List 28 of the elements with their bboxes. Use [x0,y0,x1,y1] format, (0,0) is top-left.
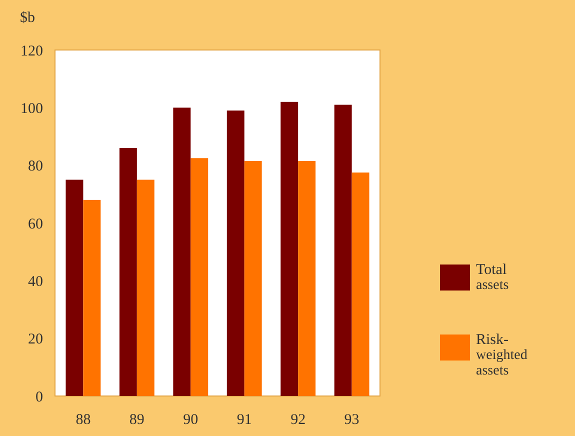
y-tick-label: 100 [20,100,43,117]
y-axis-title: $b [20,10,35,26]
bar [136,180,154,396]
bar [190,158,208,396]
y-tick-label: 0 [36,389,43,406]
x-tick-label: 90 [183,412,198,428]
x-tick-label: 91 [236,412,252,428]
bar [298,161,316,396]
x-tick-label: 89 [129,412,144,428]
bar [334,104,352,396]
bar [83,200,101,396]
x-tick-label: 92 [290,412,306,428]
x-tick-label: 88 [76,412,91,428]
y-tick-label: 80 [28,158,43,175]
legend-label: Total assets [476,262,509,294]
bar [66,180,84,396]
bar [119,148,137,396]
y-tick-label: 60 [28,216,43,232]
bar [280,102,298,396]
y-tick-label: 40 [28,274,43,290]
y-tick-label: 20 [28,332,43,348]
bar [352,172,370,396]
x-tick-label: 93 [344,412,360,428]
bar [226,110,244,396]
bar [244,161,262,396]
y-tick-label: 120 [20,43,43,60]
legend-label: Risk-weighted assets [476,332,528,379]
bar [173,108,191,396]
